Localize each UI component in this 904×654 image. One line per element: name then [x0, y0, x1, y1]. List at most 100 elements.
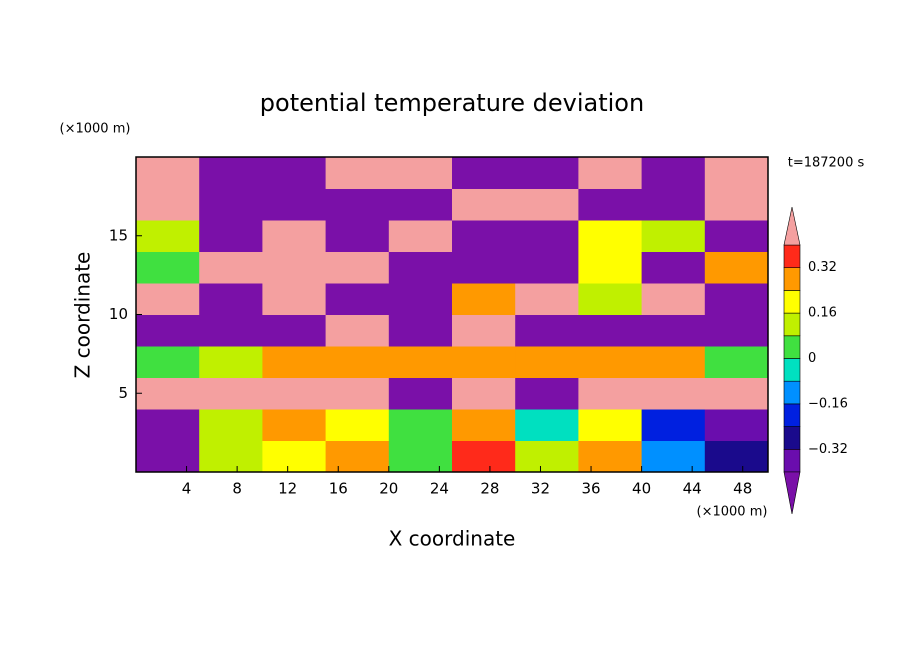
contour-cell [452, 283, 516, 315]
colorbar-segment [783, 335, 801, 359]
contour-cell [325, 220, 390, 252]
contour-cell [515, 314, 579, 347]
colorbar-tick-label: 0.32 [808, 260, 837, 275]
contour-cell [452, 157, 516, 189]
contour-cell [388, 440, 453, 473]
contour-cell [641, 314, 706, 347]
x-tick-label: 32 [531, 480, 550, 498]
colorbar-segment [783, 312, 801, 337]
contour-cell [136, 188, 200, 221]
contour-cell [515, 188, 579, 221]
contour-cell [262, 251, 327, 284]
colorbar-tick-label: 0.16 [808, 306, 837, 321]
contour-cell [578, 251, 643, 284]
contour-cell [262, 409, 327, 441]
contour-cell [704, 188, 769, 221]
contour-cell [641, 251, 706, 284]
colorbar-segment [783, 380, 801, 405]
contour-cell [515, 409, 579, 441]
contour-cell [199, 220, 263, 252]
contour-cell [325, 314, 390, 347]
contour-cell [578, 409, 643, 441]
contour-cell [641, 157, 706, 189]
contour-cell [578, 346, 643, 378]
y-tick-label: 15 [109, 226, 128, 244]
contour-cell [388, 188, 453, 221]
colorbar-tick-label: 0 [808, 351, 816, 366]
contour-cell [704, 251, 769, 284]
contour-cell [136, 346, 200, 378]
contour-cell [578, 440, 643, 473]
contour-cell [136, 283, 200, 315]
contour-cell [388, 283, 453, 315]
contour-cell [199, 377, 263, 410]
x-tick-label: 12 [278, 480, 297, 498]
contour-cell [262, 220, 327, 252]
x-tick-label: 36 [581, 480, 600, 498]
contour-cell [325, 251, 390, 284]
contour-cell [199, 188, 263, 221]
contour-cell [641, 283, 706, 315]
contour-cell [136, 251, 200, 284]
colorbar-over [783, 206, 801, 246]
contour-cell [578, 283, 643, 315]
contour-cell [452, 346, 516, 378]
contour-cell [641, 409, 706, 441]
x-tick-label: 24 [430, 480, 449, 498]
x-tick-label: 4 [182, 480, 192, 498]
contour-cell [704, 409, 769, 441]
contour-cell [578, 377, 643, 410]
contour-cell [136, 220, 200, 252]
contour-cell [325, 188, 390, 221]
contour-cell [578, 314, 643, 347]
contour-cell [388, 409, 453, 441]
contour-cell [199, 283, 263, 315]
contour-cell [515, 157, 579, 189]
contour-cell [515, 283, 579, 315]
contour-cell [388, 220, 453, 252]
x-unit: (×1000 m) [697, 505, 768, 520]
contour-cell [515, 346, 579, 378]
contour-cell [704, 346, 769, 378]
x-tick-label: 40 [632, 480, 651, 498]
y-tick-label: 5 [118, 384, 128, 402]
contour-cell [452, 188, 516, 221]
contour-cell [325, 283, 390, 315]
contour-cell [262, 440, 327, 473]
contour-cell [578, 188, 643, 221]
contour-cell [388, 314, 453, 347]
x-axis-label: X coordinate [389, 527, 516, 551]
contour-cell [199, 346, 263, 378]
contour-cell [704, 220, 769, 252]
contour-cell [388, 157, 453, 189]
contour-cell [515, 251, 579, 284]
colorbar-segment [783, 403, 801, 427]
contour-cell [452, 314, 516, 347]
contour-cell [262, 346, 327, 378]
contour-cell [136, 314, 200, 347]
contour-cell [262, 188, 327, 221]
contour-cell [199, 440, 263, 473]
contour-cell [136, 409, 200, 441]
contour-cell [515, 220, 579, 252]
x-tick-label: 28 [480, 480, 499, 498]
colorbar-segment [783, 426, 801, 450]
colorbar-tick-label: −0.32 [808, 442, 848, 457]
colorbar-tick-label: −0.16 [808, 396, 848, 411]
contour-cell [704, 377, 769, 410]
y-tick-label: 10 [109, 305, 128, 323]
contour-cell [641, 346, 706, 378]
x-tick-label: 8 [232, 480, 242, 498]
contour-cell [199, 409, 263, 441]
contour-cell [641, 440, 706, 473]
x-tick-label: 44 [683, 480, 702, 498]
contour-cell [515, 377, 579, 410]
contour-cell [704, 314, 769, 347]
contour-cell [325, 409, 390, 441]
contour-cell [578, 220, 643, 252]
contour-cell [452, 377, 516, 410]
contour-cell [136, 440, 200, 473]
colorbar-under [783, 471, 801, 515]
contour-cell [388, 346, 453, 378]
